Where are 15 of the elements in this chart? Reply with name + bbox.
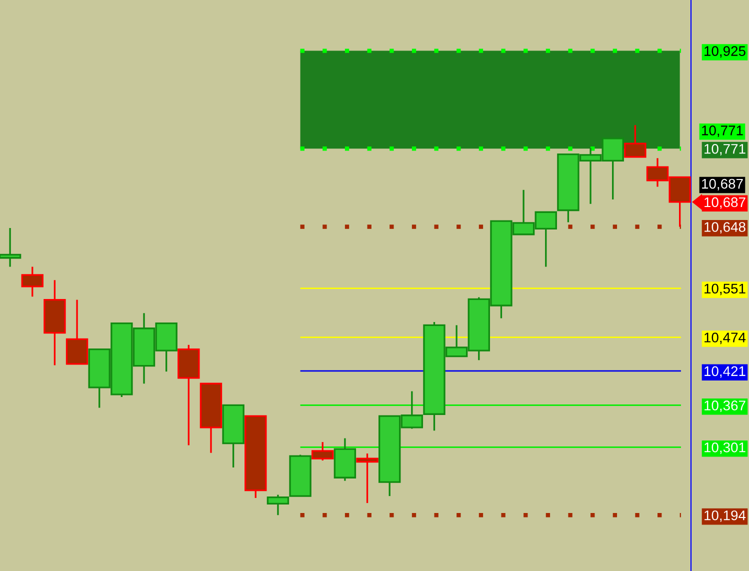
y-tick-label: 10,925 xyxy=(704,46,746,58)
y-tick-label: 10,648 xyxy=(704,222,746,234)
y-tick-label: 10,771 xyxy=(704,144,746,156)
y-tick-label: 10,421 xyxy=(704,366,746,378)
y-tick-label: 10,367 xyxy=(704,400,746,412)
y-tick-label: 10,551 xyxy=(704,284,746,296)
y-tick-label: 10,194 xyxy=(704,510,746,522)
candlestick xyxy=(21,266,44,298)
candlestick xyxy=(356,452,378,504)
candlestick xyxy=(624,124,646,158)
candlestick xyxy=(0,227,22,268)
y-tick-label: 10,301 xyxy=(704,442,746,454)
y-tick-label: 10,474 xyxy=(704,332,746,344)
y-tick-label: 10,687 xyxy=(704,197,746,209)
candlestick xyxy=(312,441,334,462)
